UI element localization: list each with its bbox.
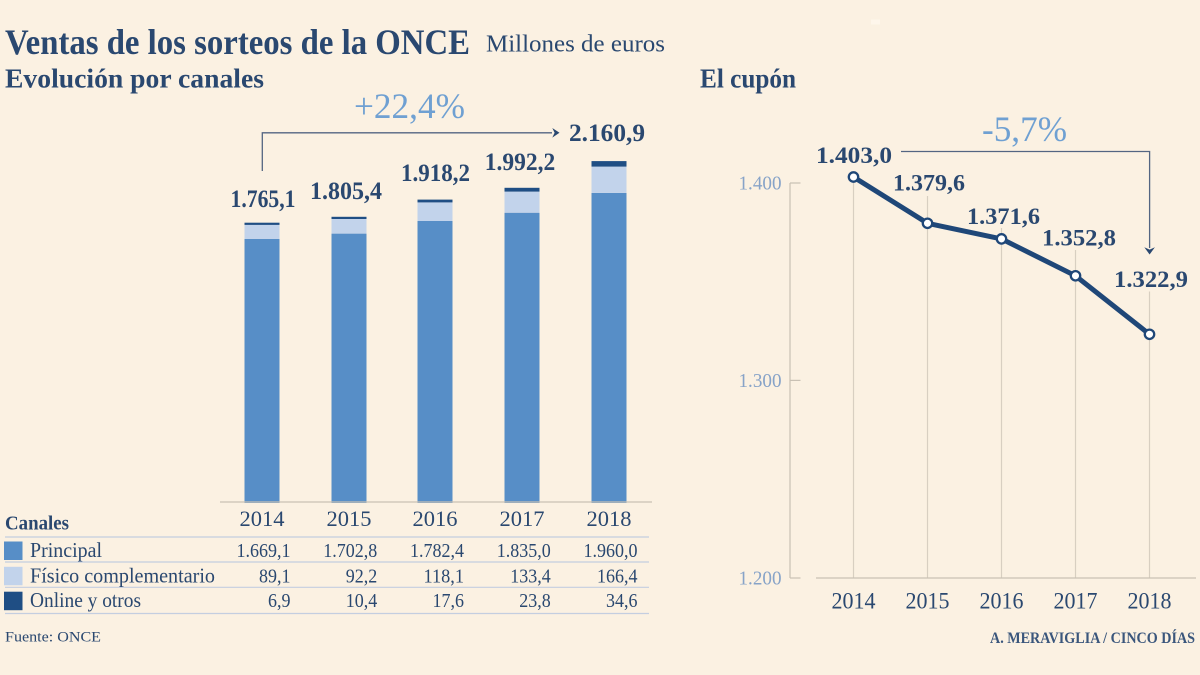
svg-text:1.835,0: 1.835,0 [497, 541, 551, 562]
svg-text:Millones de euros: Millones de euros [486, 32, 665, 58]
svg-text:-5,7%: -5,7% [982, 109, 1067, 149]
svg-text:2015: 2015 [906, 589, 950, 614]
svg-text:1.702,8: 1.702,8 [323, 541, 377, 562]
svg-text:2016: 2016 [413, 506, 458, 531]
svg-text:Evolución por canales: Evolución por canales [5, 63, 264, 94]
svg-text:1.200: 1.200 [739, 569, 782, 590]
svg-text:6,9: 6,9 [268, 591, 291, 612]
svg-text:1.403,0: 1.403,0 [816, 143, 892, 168]
svg-text:1.300: 1.300 [739, 371, 782, 392]
svg-text:1.400: 1.400 [739, 174, 782, 195]
svg-text:1.379,6: 1.379,6 [893, 171, 965, 196]
svg-text:1.765,1: 1.765,1 [231, 186, 296, 213]
svg-text:1.669,1: 1.669,1 [237, 541, 291, 562]
svg-text:Canales: Canales [5, 514, 69, 535]
svg-text:166,4: 166,4 [597, 567, 638, 588]
svg-text:2017: 2017 [500, 506, 545, 531]
svg-text:1.918,2: 1.918,2 [401, 160, 470, 187]
svg-text:1.371,6: 1.371,6 [967, 204, 1040, 229]
svg-text:2018: 2018 [1128, 589, 1172, 614]
svg-text:118,1: 118,1 [424, 567, 465, 588]
svg-text:2017: 2017 [1054, 589, 1098, 614]
svg-text:34,6: 34,6 [606, 591, 638, 612]
svg-text:10,4: 10,4 [346, 591, 378, 612]
svg-text:El cupón: El cupón [700, 63, 796, 94]
svg-text:Ventas de los sorteos de la ON: Ventas de los sorteos de la ONCE [5, 22, 470, 62]
svg-text:1.805,4: 1.805,4 [310, 178, 382, 205]
svg-text:Físico complementario: Físico complementario [30, 564, 215, 588]
svg-text:Fuente: ONCE: Fuente: ONCE [5, 630, 101, 646]
svg-text:1.322,9: 1.322,9 [1114, 267, 1188, 292]
svg-text:Principal: Principal [30, 538, 102, 562]
svg-text:23,8: 23,8 [519, 591, 551, 612]
svg-text:Online y otros: Online y otros [30, 588, 141, 612]
svg-text:+22,4%: +22,4% [354, 86, 465, 126]
svg-text:2014: 2014 [240, 506, 285, 531]
svg-text:133,4: 133,4 [510, 567, 551, 588]
svg-text:1.782,4: 1.782,4 [410, 541, 464, 562]
svg-text:2018: 2018 [587, 506, 632, 531]
svg-text:92,2: 92,2 [346, 567, 378, 588]
svg-text:1.352,8: 1.352,8 [1042, 226, 1116, 251]
svg-text:2015: 2015 [327, 506, 372, 531]
svg-text:2016: 2016 [980, 589, 1024, 614]
svg-text:2.160,9: 2.160,9 [569, 120, 645, 147]
svg-text:2014: 2014 [832, 589, 876, 614]
svg-text:1.992,2: 1.992,2 [485, 149, 556, 176]
svg-text:89,1: 89,1 [259, 567, 291, 588]
svg-text:A. MERAVIGLIA / CINCO DÍAS: A. MERAVIGLIA / CINCO DÍAS [990, 628, 1195, 647]
svg-text:17,6: 17,6 [433, 591, 465, 612]
svg-text:1.960,0: 1.960,0 [584, 541, 638, 562]
